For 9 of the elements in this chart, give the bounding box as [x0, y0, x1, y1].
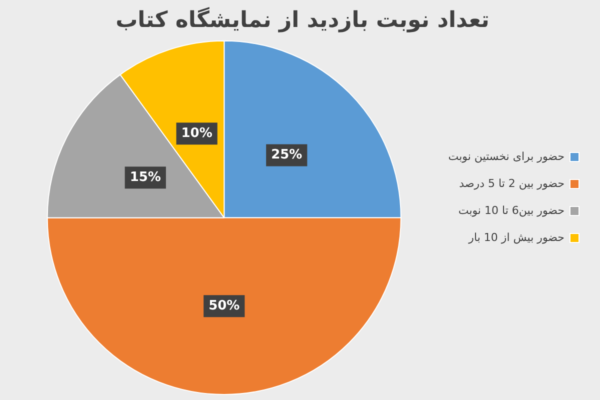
data-label: 15%: [130, 170, 161, 185]
chart-title: تعداد نوبت بازدید از نمایشگاه کتاب: [116, 6, 490, 33]
legend-label: حضور بیش از 10 بار: [468, 230, 564, 244]
data-label: 10%: [181, 126, 212, 141]
data-label: 25%: [271, 148, 302, 163]
data-label: 50%: [208, 298, 240, 314]
legend-label: حضور بین 2 تا 5 درصد: [459, 176, 564, 190]
legend-label: حضور برای نخستین نوبت: [448, 150, 564, 163]
legend-label: حضور بین6 تا 10 نوبت: [458, 204, 564, 217]
